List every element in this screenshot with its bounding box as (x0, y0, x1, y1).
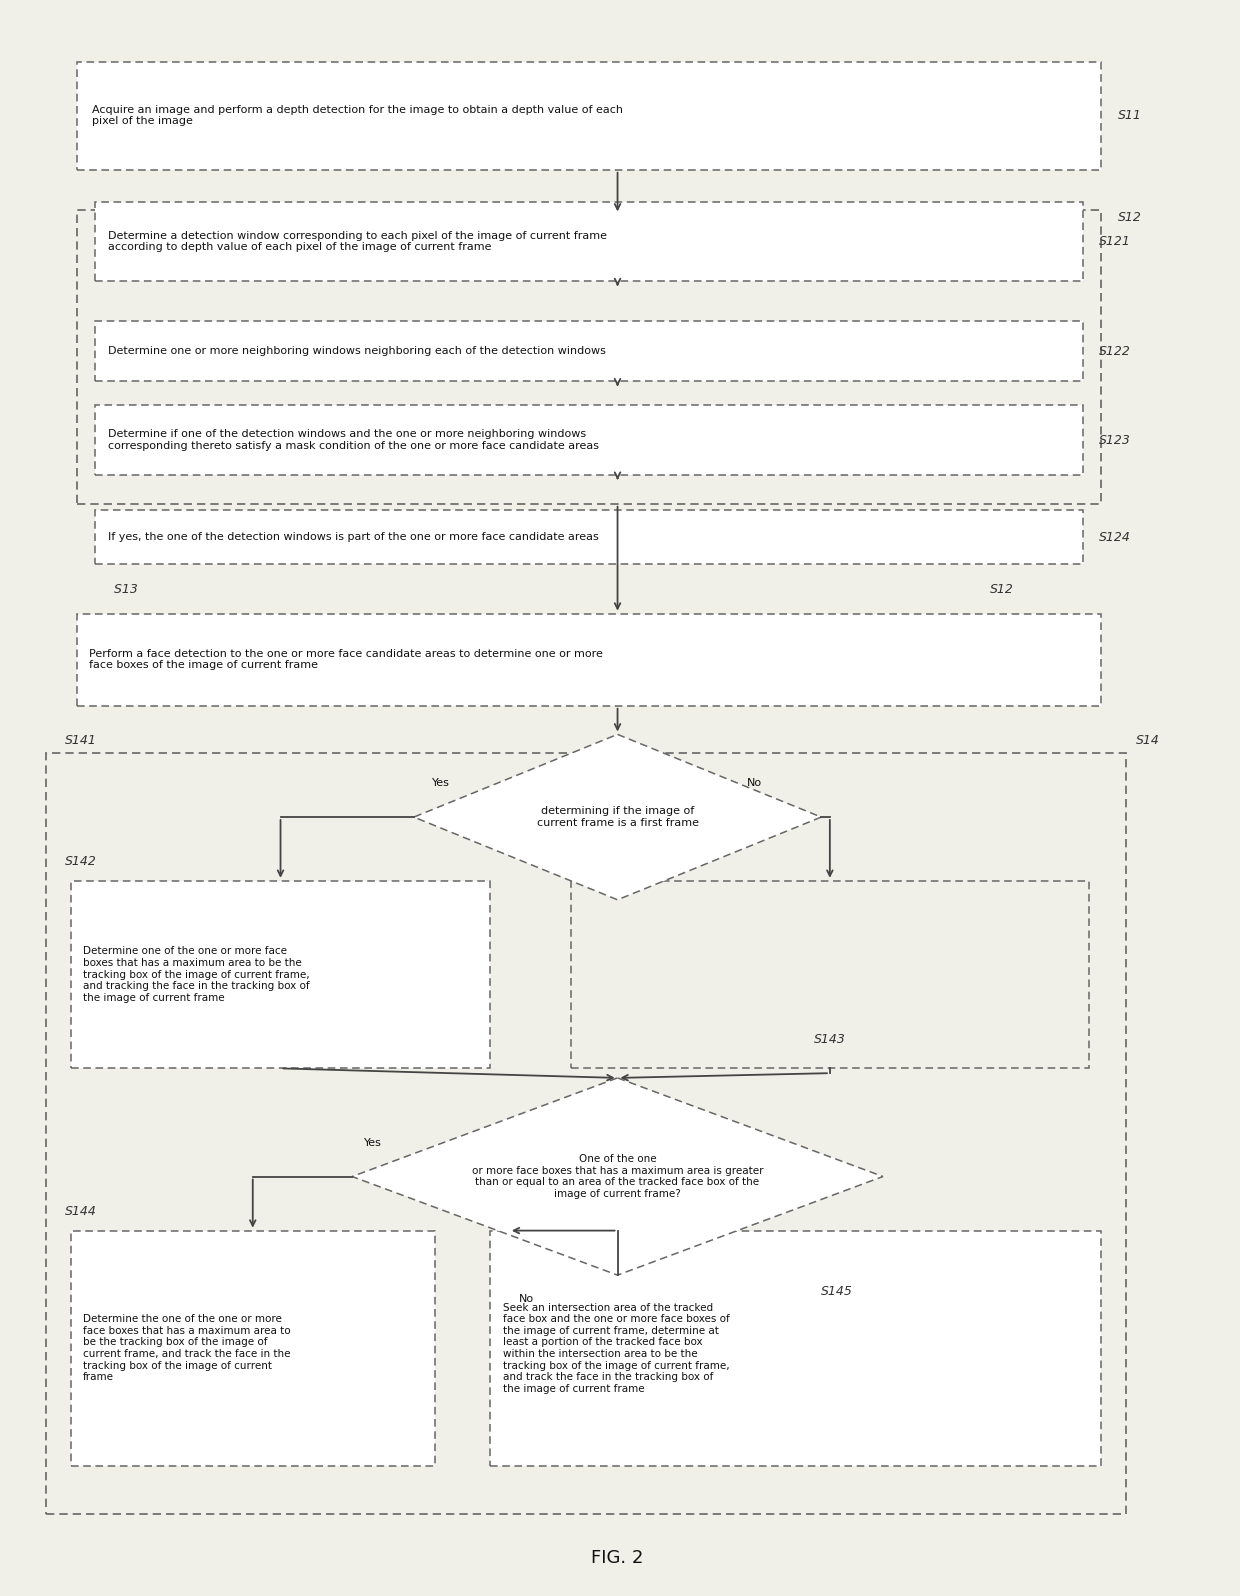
Text: S121: S121 (1099, 235, 1131, 247)
Text: S12: S12 (991, 583, 1014, 597)
FancyBboxPatch shape (71, 1231, 435, 1467)
FancyBboxPatch shape (95, 405, 1083, 476)
Text: S144: S144 (64, 1205, 97, 1218)
Polygon shape (352, 1077, 883, 1275)
FancyBboxPatch shape (490, 1231, 1101, 1467)
Text: Determine a detection window corresponding to each pixel of the image of current: Determine a detection window correspondi… (108, 230, 606, 252)
Text: S123: S123 (1099, 434, 1131, 447)
FancyBboxPatch shape (570, 881, 1089, 1068)
Text: Determine if one of the detection windows and the one or more neighboring window: Determine if one of the detection window… (108, 429, 599, 452)
FancyBboxPatch shape (77, 62, 1101, 169)
Text: Determine one or more neighboring windows neighboring each of the detection wind: Determine one or more neighboring window… (108, 346, 605, 356)
Text: determining if the image of
current frame is a first frame: determining if the image of current fram… (537, 806, 698, 828)
Text: S145: S145 (821, 1285, 853, 1298)
FancyBboxPatch shape (77, 613, 1101, 705)
FancyBboxPatch shape (95, 321, 1083, 381)
Text: S12: S12 (1117, 211, 1141, 223)
Text: FIG. 2: FIG. 2 (591, 1550, 644, 1567)
FancyBboxPatch shape (46, 753, 1126, 1513)
FancyBboxPatch shape (71, 881, 490, 1068)
Text: If yes, the one of the detection windows is part of the one or more face candida: If yes, the one of the detection windows… (108, 531, 599, 543)
Text: Acquire an image and perform a depth detection for the image to obtain a depth v: Acquire an image and perform a depth det… (92, 105, 622, 126)
FancyBboxPatch shape (95, 511, 1083, 565)
Text: S124: S124 (1099, 530, 1131, 544)
Text: Seek an intersection area of the tracked
face box and the one or more face boxes: Seek an intersection area of the tracked… (502, 1302, 729, 1393)
Text: S14: S14 (1136, 734, 1159, 747)
Text: S13: S13 (114, 583, 141, 597)
Text: Yes: Yes (433, 779, 450, 788)
Text: S141: S141 (64, 734, 97, 747)
FancyBboxPatch shape (95, 201, 1083, 281)
Polygon shape (414, 734, 821, 900)
Text: Yes: Yes (365, 1138, 382, 1148)
Text: S142: S142 (64, 855, 97, 868)
Text: Determine the one of the one or more
face boxes that has a maximum area to
be th: Determine the one of the one or more fac… (83, 1314, 290, 1382)
Text: Determine one of the one or more face
boxes that has a maximum area to be the
tr: Determine one of the one or more face bo… (83, 946, 310, 1002)
Text: Perform a face detection to the one or more face candidate areas to determine on: Perform a face detection to the one or m… (89, 650, 603, 670)
Text: One of the one
or more face boxes that has a maximum area is greater
than or equ: One of the one or more face boxes that h… (471, 1154, 764, 1199)
FancyBboxPatch shape (77, 209, 1101, 504)
Text: S122: S122 (1099, 345, 1131, 358)
Text: S11: S11 (1117, 109, 1141, 123)
Text: No: No (518, 1294, 534, 1304)
Text: S143: S143 (813, 1033, 846, 1047)
Text: No: No (748, 779, 763, 788)
